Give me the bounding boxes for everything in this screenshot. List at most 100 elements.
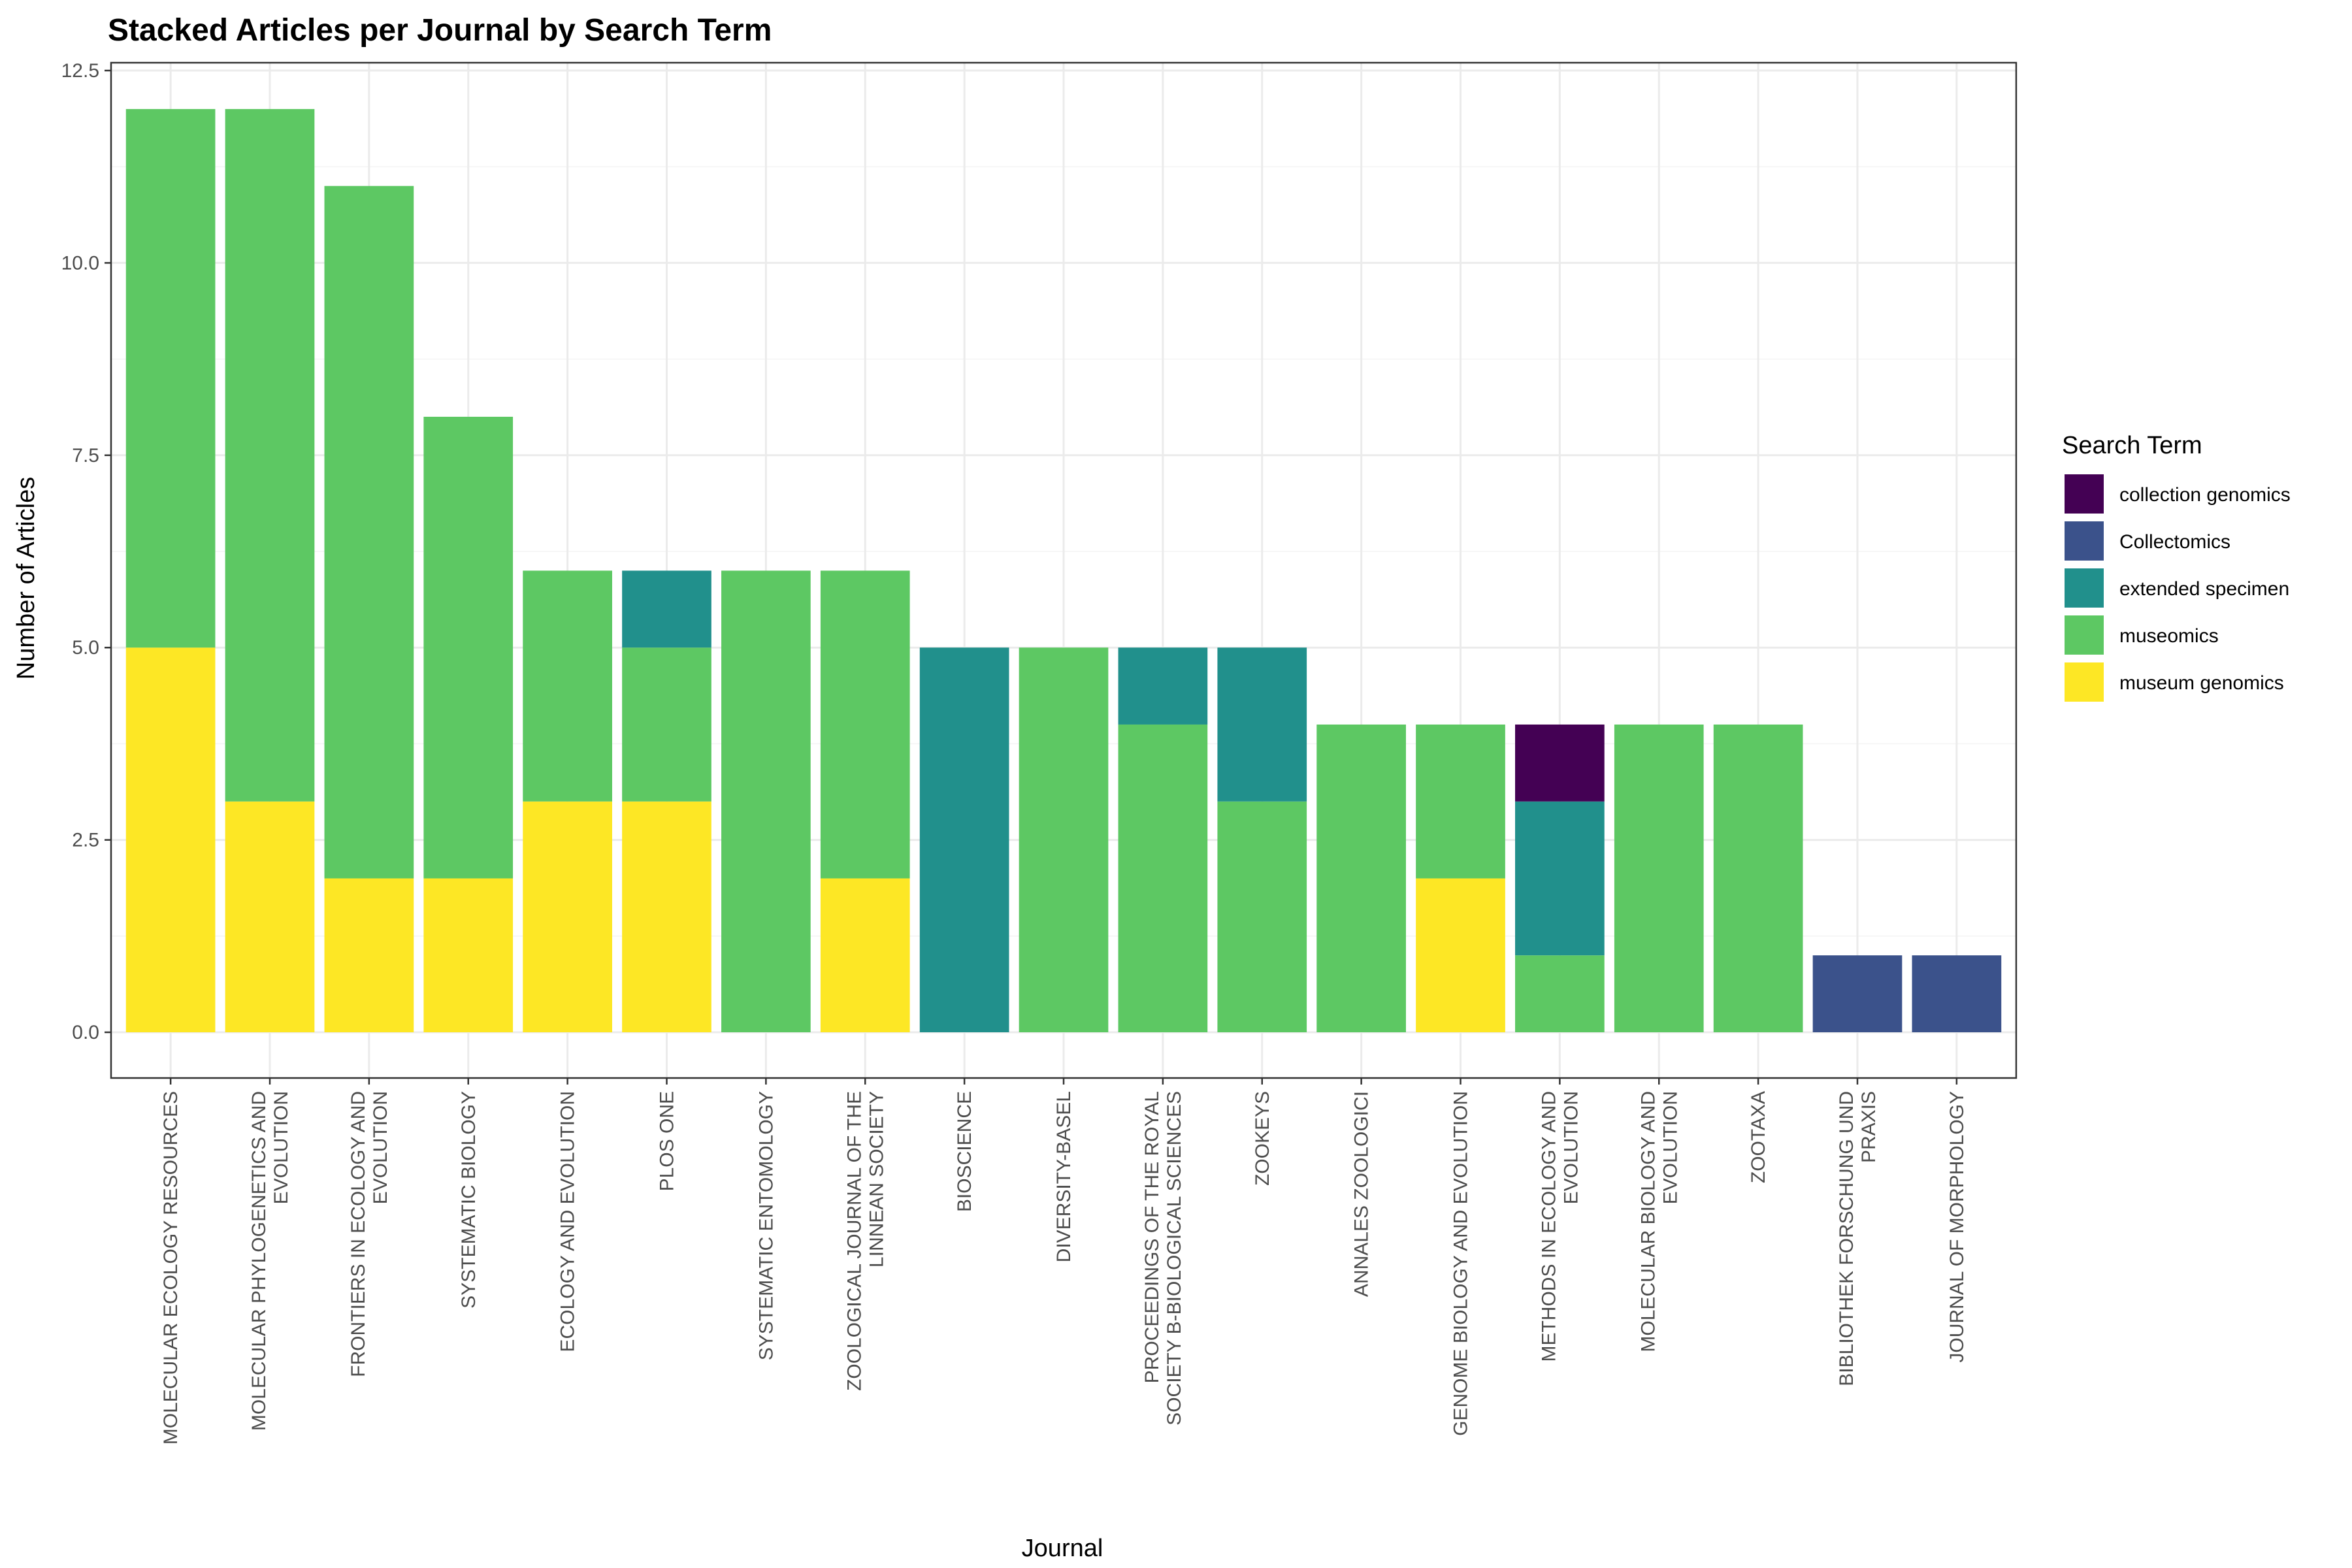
x-tick-label-line: GENOME BIOLOGY AND EVOLUTION	[1450, 1091, 1472, 1436]
bar-segment-museomics	[125, 108, 216, 648]
x-tick-label-line: EVOLUTION	[1659, 1091, 1681, 1204]
x-tick-label: BIBLIOTHEK FORSCHUNG UNDPRAXIS	[1836, 1091, 1880, 1386]
x-tick-label-text: ZOOLOGICAL JOURNAL OF THELINNEAN SOCIETY	[843, 1091, 887, 1391]
y-tick-label: 12.5	[61, 60, 99, 82]
bar-segment-museomics	[324, 186, 414, 879]
x-tick-label-text: MOLECULAR BIOLOGY ANDEVOLUTION	[1637, 1091, 1681, 1352]
x-tick-label-line: BIBLIOTHEK FORSCHUNG UND	[1836, 1091, 1857, 1386]
y-tick-label: 2.5	[72, 830, 99, 851]
x-tick-label-text: MOLECULAR PHYLOGENETICS ANDEVOLUTION	[248, 1091, 292, 1431]
x-tick-label-text: ECOLOGY AND EVOLUTION	[557, 1091, 579, 1352]
x-tick-label-text: PROCEEDINGS OF THE ROYALSOCIETY B-BIOLOG…	[1141, 1091, 1185, 1426]
bar-segment-museum-genomics	[523, 801, 612, 1032]
bar-segment-museum-genomics	[423, 878, 514, 1032]
bar-segment-museum-genomics	[622, 801, 711, 1032]
bar-segment-museomics	[1614, 724, 1704, 1032]
legend-label: extended specimen	[2119, 578, 2289, 600]
x-tick-label: SYSTEMATIC BIOLOGY	[458, 1091, 480, 1309]
x-tick-label-line: SOCIETY B-BIOLOGICAL SCIENCES	[1164, 1091, 1185, 1426]
y-tick-label: 5.0	[72, 637, 99, 659]
y-tick-label: 0.0	[72, 1022, 99, 1043]
x-axis-title: Journal	[1022, 1535, 1103, 1562]
bar-segment-extended-specimen	[622, 570, 711, 648]
legend-key-museum-genomics	[2065, 662, 2104, 702]
x-tick-label-line: METHODS IN ECOLOGY AND	[1538, 1091, 1560, 1362]
legend-label: collection genomics	[2119, 484, 2291, 506]
legend-key-collectomics	[2065, 521, 2104, 561]
x-tick-label: MOLECULAR BIOLOGY ANDEVOLUTION	[1637, 1091, 1681, 1352]
x-tick-label-text: METHODS IN ECOLOGY ANDEVOLUTION	[1538, 1091, 1582, 1362]
bar-segment-museum-genomics	[324, 878, 414, 1032]
x-tick-label-text: GENOME BIOLOGY AND EVOLUTION	[1450, 1091, 1472, 1436]
y-tick-label: 10.0	[61, 252, 99, 274]
x-tick-label-text: BIOSCIENCE	[954, 1091, 975, 1212]
bar-segment-extended-specimen	[1515, 801, 1605, 956]
x-tick-label: FRONTIERS IN ECOLOGY ANDEVOLUTION	[348, 1091, 391, 1377]
bar-segment-museomics	[523, 570, 612, 802]
x-tick-label-line: EVOLUTION	[1560, 1091, 1582, 1204]
x-tick-label-text: SYSTEMATIC ENTOMOLOGY	[755, 1091, 777, 1360]
x-tick-label: METHODS IN ECOLOGY ANDEVOLUTION	[1538, 1091, 1582, 1362]
legend-label: museum genomics	[2119, 672, 2284, 694]
x-tick-label-line: ECOLOGY AND EVOLUTION	[557, 1091, 579, 1352]
bar-segment-museomics	[1217, 801, 1307, 1032]
x-tick-label-line: JOURNAL OF MORPHOLOGY	[1946, 1091, 1968, 1363]
x-tick-label-line: EVOLUTION	[370, 1091, 391, 1204]
bars-layer	[125, 108, 2002, 1032]
x-tick-label-text: BIBLIOTHEK FORSCHUNG UNDPRAXIS	[1836, 1091, 1880, 1386]
bar-segment-collectomics	[1912, 955, 2002, 1032]
x-tick-label: ZOOTAXA	[1748, 1091, 1769, 1183]
x-tick-label-line: MOLECULAR BIOLOGY AND	[1637, 1091, 1659, 1352]
bar-segment-collectomics	[1812, 955, 1903, 1032]
axis-layer: 0.0 2.5 5.0 7.5 10.0 12.5 MOLECULAR ECOLOGY RE…	[61, 60, 2017, 1445]
x-tick-label: ANNALES ZOOLOGICI	[1351, 1091, 1373, 1297]
x-tick-label: PLOS ONE	[657, 1091, 678, 1191]
x-tick-label-text: JOURNAL OF MORPHOLOGY	[1946, 1091, 1968, 1363]
x-tick-label: JOURNAL OF MORPHOLOGY	[1946, 1091, 1968, 1363]
x-tick-label-line: MOLECULAR PHYLOGENETICS AND	[248, 1091, 270, 1431]
bar-segment-extended-specimen	[1217, 647, 1307, 802]
x-tick-label-line: PRAXIS	[1858, 1091, 1880, 1163]
x-tick-label-line: ANNALES ZOOLOGICI	[1351, 1091, 1373, 1297]
bar-segment-museomics	[721, 570, 811, 1032]
legend-title: Search Term	[2062, 432, 2202, 459]
x-tick-label-line: SYSTEMATIC ENTOMOLOGY	[755, 1091, 777, 1360]
bar-segment-museomics	[1019, 647, 1109, 1032]
bar-segment-museum-genomics	[820, 878, 910, 1032]
bar-segment-museomics	[622, 647, 711, 802]
x-tick-label-line: ZOOKEYS	[1252, 1091, 1273, 1186]
x-tick-label-line: SYSTEMATIC BIOLOGY	[458, 1091, 480, 1309]
bar-segment-museomics	[1118, 724, 1208, 1032]
x-tick-label-line: DIVERSITY-BASEL	[1053, 1091, 1075, 1262]
chart-title: Stacked Articles per Journal by Search T…	[108, 13, 772, 48]
x-tick-label-text: PLOS ONE	[657, 1091, 678, 1191]
x-tick-label: GENOME BIOLOGY AND EVOLUTION	[1450, 1091, 1472, 1436]
x-tick-label-text: ZOOTAXA	[1748, 1091, 1769, 1183]
bar-segment-museomics	[225, 108, 315, 802]
legend-label: museomics	[2119, 625, 2219, 647]
legend-key-museomics	[2065, 615, 2104, 655]
x-tick-label-line: LINNEAN SOCIETY	[866, 1091, 887, 1267]
x-tick-label-line: ZOOLOGICAL JOURNAL OF THE	[843, 1091, 865, 1391]
bar-segment-museum-genomics	[225, 801, 315, 1032]
bar-segment-museomics	[1316, 724, 1406, 1032]
x-tick-label: SYSTEMATIC ENTOMOLOGY	[755, 1091, 777, 1360]
x-tick-label-line: ZOOTAXA	[1748, 1091, 1769, 1183]
bar-segment-extended-specimen	[919, 647, 1009, 1032]
x-tick-label-line: PLOS ONE	[657, 1091, 678, 1191]
x-tick-label-text: ANNALES ZOOLOGICI	[1351, 1091, 1373, 1297]
x-tick-label-line: PROCEEDINGS OF THE ROYAL	[1141, 1091, 1163, 1383]
bar-segment-collection-genomics	[1515, 724, 1605, 802]
x-tick-label: DIVERSITY-BASEL	[1053, 1091, 1075, 1262]
x-tick-label-text: MOLECULAR ECOLOGY RESOURCES	[160, 1091, 182, 1445]
bar-segment-museomics	[1713, 724, 1803, 1032]
bar-segment-museomics	[1515, 955, 1605, 1032]
bar-segment-museomics	[820, 570, 910, 879]
legend-key-extended-specimen	[2065, 568, 2104, 608]
x-tick-label-text: FRONTIERS IN ECOLOGY ANDEVOLUTION	[348, 1091, 391, 1377]
x-tick-label: BIOSCIENCE	[954, 1091, 975, 1212]
x-tick-label-text: SYSTEMATIC BIOLOGY	[458, 1091, 480, 1309]
legend-label: Collectomics	[2119, 531, 2230, 553]
bar-segment-extended-specimen	[1118, 647, 1208, 725]
